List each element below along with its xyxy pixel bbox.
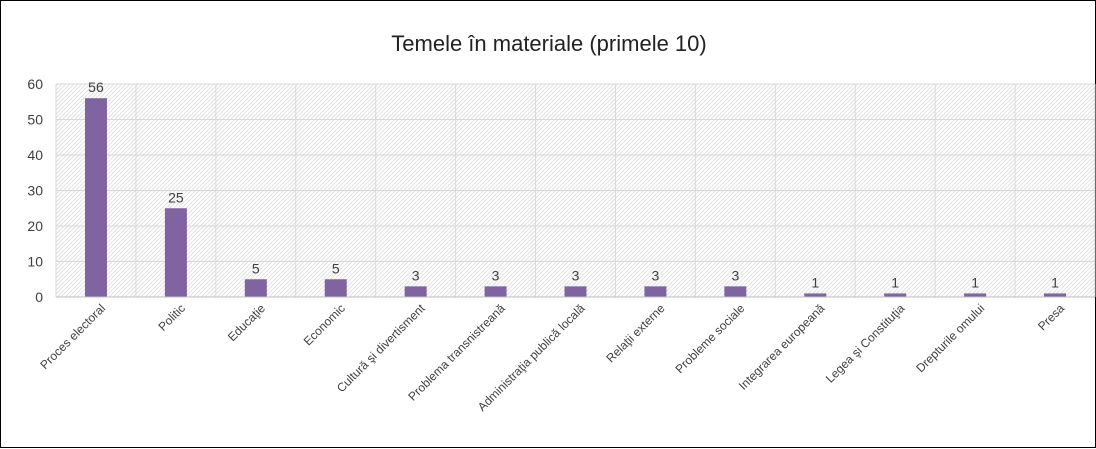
bar — [484, 286, 507, 297]
data-label: 5 — [332, 260, 340, 276]
x-tick-label: Legea şi Constituţia — [823, 301, 908, 386]
data-label: 1 — [891, 274, 899, 290]
y-tick-label: 50 — [27, 112, 43, 128]
bar — [404, 286, 427, 297]
y-tick-label: 0 — [35, 289, 43, 305]
bar — [644, 286, 667, 297]
bar — [324, 279, 347, 297]
y-tick-label: 60 — [27, 76, 43, 92]
x-tick-label: Economic — [301, 301, 348, 348]
data-label: 3 — [652, 267, 660, 283]
x-tick-label: Politic — [155, 301, 188, 334]
x-tick-label: Relaţii externe — [603, 301, 667, 365]
x-tick-label: Cultură şi divertisment — [334, 301, 428, 395]
x-tick-label: Probleme sociale — [672, 301, 747, 376]
y-tick-label: 30 — [27, 183, 43, 199]
data-label: 25 — [168, 189, 184, 205]
y-tick-label: 10 — [27, 254, 43, 270]
bar — [564, 286, 587, 297]
bar — [164, 208, 187, 297]
x-tick-label: Proces electoral — [37, 301, 108, 372]
bar — [1044, 293, 1067, 297]
bar — [804, 293, 827, 297]
data-label: 3 — [412, 267, 420, 283]
bar — [724, 286, 747, 297]
data-label: 56 — [88, 79, 104, 95]
x-tick-label: Drepturile omului — [913, 301, 987, 375]
x-tick-label: Integrarea europeană — [736, 301, 828, 393]
data-label: 1 — [971, 274, 979, 290]
bar — [244, 279, 267, 297]
data-label: 5 — [252, 260, 260, 276]
chart-title: Temele în materiale (primele 10) — [391, 31, 707, 56]
bar — [84, 98, 107, 297]
data-label: 3 — [572, 267, 580, 283]
bar — [964, 293, 987, 297]
bar — [884, 293, 907, 297]
x-tick-label: Educaţie — [225, 301, 268, 344]
data-label: 1 — [1051, 274, 1059, 290]
x-tick-label: Presa — [1035, 301, 1067, 333]
data-label: 1 — [811, 274, 819, 290]
y-tick-label: 40 — [27, 147, 43, 163]
y-tick-label: 20 — [27, 218, 43, 234]
data-label: 3 — [731, 267, 739, 283]
data-label: 3 — [492, 267, 500, 283]
